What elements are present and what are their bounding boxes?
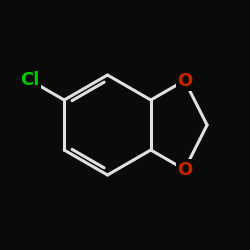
Text: O: O (177, 72, 192, 90)
Text: O: O (177, 160, 192, 178)
Text: Cl: Cl (20, 71, 39, 89)
